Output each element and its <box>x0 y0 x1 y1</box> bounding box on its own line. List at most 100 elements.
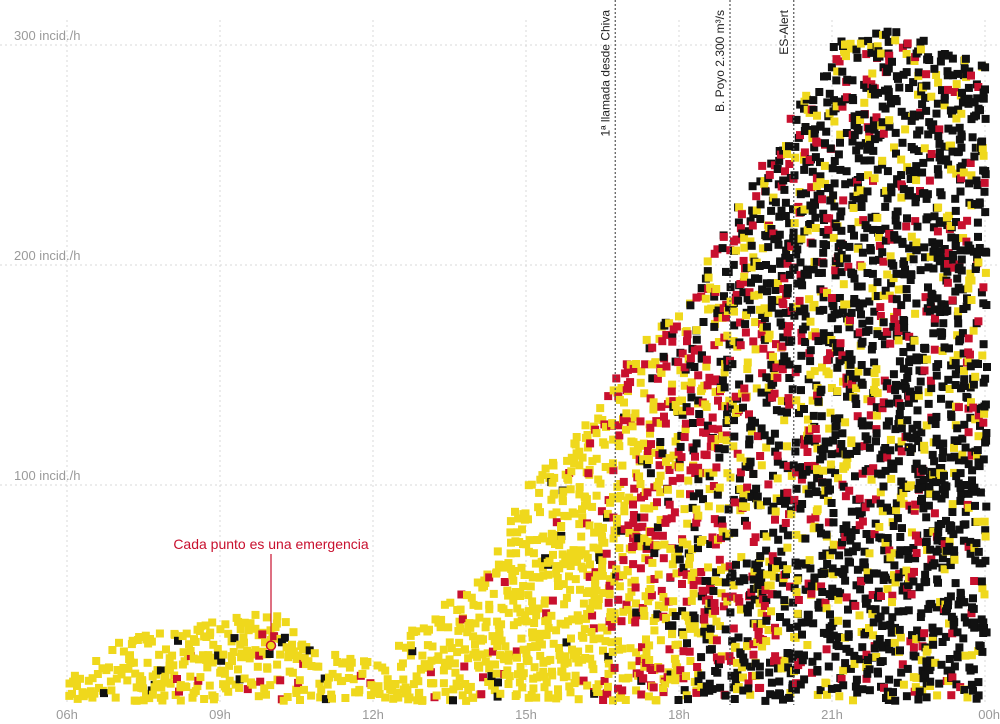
emergency-point-black <box>968 133 977 142</box>
emergency-point-red <box>658 531 667 540</box>
emergency-point-yellow <box>751 318 760 327</box>
emergency-point-black <box>881 466 890 475</box>
emergency-point-black <box>981 374 990 383</box>
emergency-point-black <box>833 363 842 372</box>
emergency-point-red <box>686 354 695 363</box>
emergency-point-black <box>938 86 946 95</box>
emergency-point-black <box>767 225 776 233</box>
emergency-point-yellow <box>854 367 863 376</box>
emergency-point-yellow <box>471 619 480 628</box>
emergency-point-yellow <box>907 481 915 490</box>
emergency-point-red <box>608 560 617 569</box>
emergency-point-yellow <box>863 568 872 577</box>
emergency-point-yellow <box>594 595 603 603</box>
emergency-point-red <box>758 161 767 170</box>
emergency-point-black <box>833 684 842 693</box>
emergency-point-black <box>792 115 801 124</box>
emergency-point-yellow <box>162 645 170 654</box>
y-tick-label: 100 incid./h <box>14 468 81 483</box>
emergency-point-black <box>823 629 832 638</box>
emergency-point-yellow <box>155 629 164 638</box>
emergency-point-black <box>634 534 643 543</box>
emergency-point-yellow <box>763 570 772 579</box>
emergency-point-yellow <box>575 520 584 529</box>
emergency-point-yellow <box>119 663 128 672</box>
emergency-point-black <box>932 492 941 501</box>
emergency-point-black <box>686 301 695 310</box>
emergency-point-yellow <box>434 652 443 661</box>
emergency-point-red <box>736 224 745 233</box>
emergency-point-black <box>806 357 815 366</box>
emergency-point-yellow <box>957 109 966 118</box>
emergency-point-black <box>956 187 965 196</box>
emergency-point-black <box>876 499 885 508</box>
emergency-point-red <box>695 576 704 585</box>
emergency-point-black <box>675 458 684 467</box>
emergency-point-black <box>974 248 983 257</box>
emergency-point-black <box>930 64 939 73</box>
emergency-point-yellow <box>671 553 680 562</box>
emergency-point-yellow <box>491 660 500 669</box>
emergency-point-black <box>962 618 971 627</box>
emergency-point-black <box>904 191 913 200</box>
emergency-point-red <box>950 263 959 272</box>
emergency-point-black <box>858 248 867 257</box>
emergency-point-red <box>862 50 871 59</box>
emergency-point-red <box>948 673 957 682</box>
emergency-point-yellow <box>630 576 639 585</box>
emergency-point-yellow <box>511 588 520 596</box>
emergency-point-black <box>678 607 687 616</box>
emergency-point-black <box>848 76 857 85</box>
emergency-point-black <box>882 421 891 430</box>
emergency-point-yellow <box>538 563 547 572</box>
emergency-point-yellow <box>540 599 549 608</box>
emergency-point-yellow <box>689 589 698 598</box>
emergency-point-red <box>862 650 871 659</box>
emergency-point-black <box>735 474 744 483</box>
emergency-point-black <box>870 125 879 134</box>
emergency-point-black <box>823 98 832 107</box>
emergency-point-black <box>942 516 950 525</box>
emergency-point-black <box>977 288 986 297</box>
emergency-point-black <box>853 126 862 135</box>
emergency-point-black <box>953 69 962 78</box>
emergency-point-red <box>662 515 671 524</box>
emergency-point-black <box>935 256 944 265</box>
emergency-point-red <box>694 463 703 472</box>
emergency-point-red <box>886 339 895 348</box>
emergency-point-black <box>859 558 868 567</box>
emergency-point-black <box>810 143 819 152</box>
emergency-point-yellow <box>717 589 726 598</box>
emergency-point-yellow <box>575 447 584 456</box>
emergency-point-yellow <box>682 672 690 681</box>
emergency-point-black <box>928 238 937 247</box>
emergency-point-black <box>942 155 951 164</box>
emergency-point-black <box>937 520 945 528</box>
emergency-point-red <box>650 575 659 583</box>
emergency-point-black <box>939 319 948 328</box>
emergency-point-black <box>698 591 707 600</box>
emergency-point-black <box>827 63 836 72</box>
emergency-point-red <box>786 582 794 591</box>
emergency-point-yellow <box>688 545 697 554</box>
emergency-point-yellow <box>980 409 989 418</box>
emergency-point-black <box>892 295 901 304</box>
emergency-point-red <box>500 578 509 586</box>
emergency-point-black <box>913 626 922 635</box>
emergency-point-black <box>822 530 831 539</box>
emergency-point-yellow <box>547 611 556 620</box>
emergency-point-black <box>906 387 914 396</box>
emergency-point-red <box>966 350 974 359</box>
emergency-point-red <box>853 412 862 421</box>
emergency-point-black <box>966 413 975 422</box>
emergency-point-yellow <box>912 673 921 682</box>
emergency-point-yellow <box>791 153 800 162</box>
emergency-point-yellow <box>427 656 436 665</box>
emergency-point-black <box>881 621 890 630</box>
emergency-point-yellow <box>897 419 906 428</box>
emergency-point-yellow <box>445 655 454 664</box>
emergency-point-black <box>791 685 800 694</box>
emergency-point-yellow <box>618 461 627 470</box>
emergency-point-yellow <box>812 182 821 191</box>
emergency-point-black <box>889 522 898 530</box>
